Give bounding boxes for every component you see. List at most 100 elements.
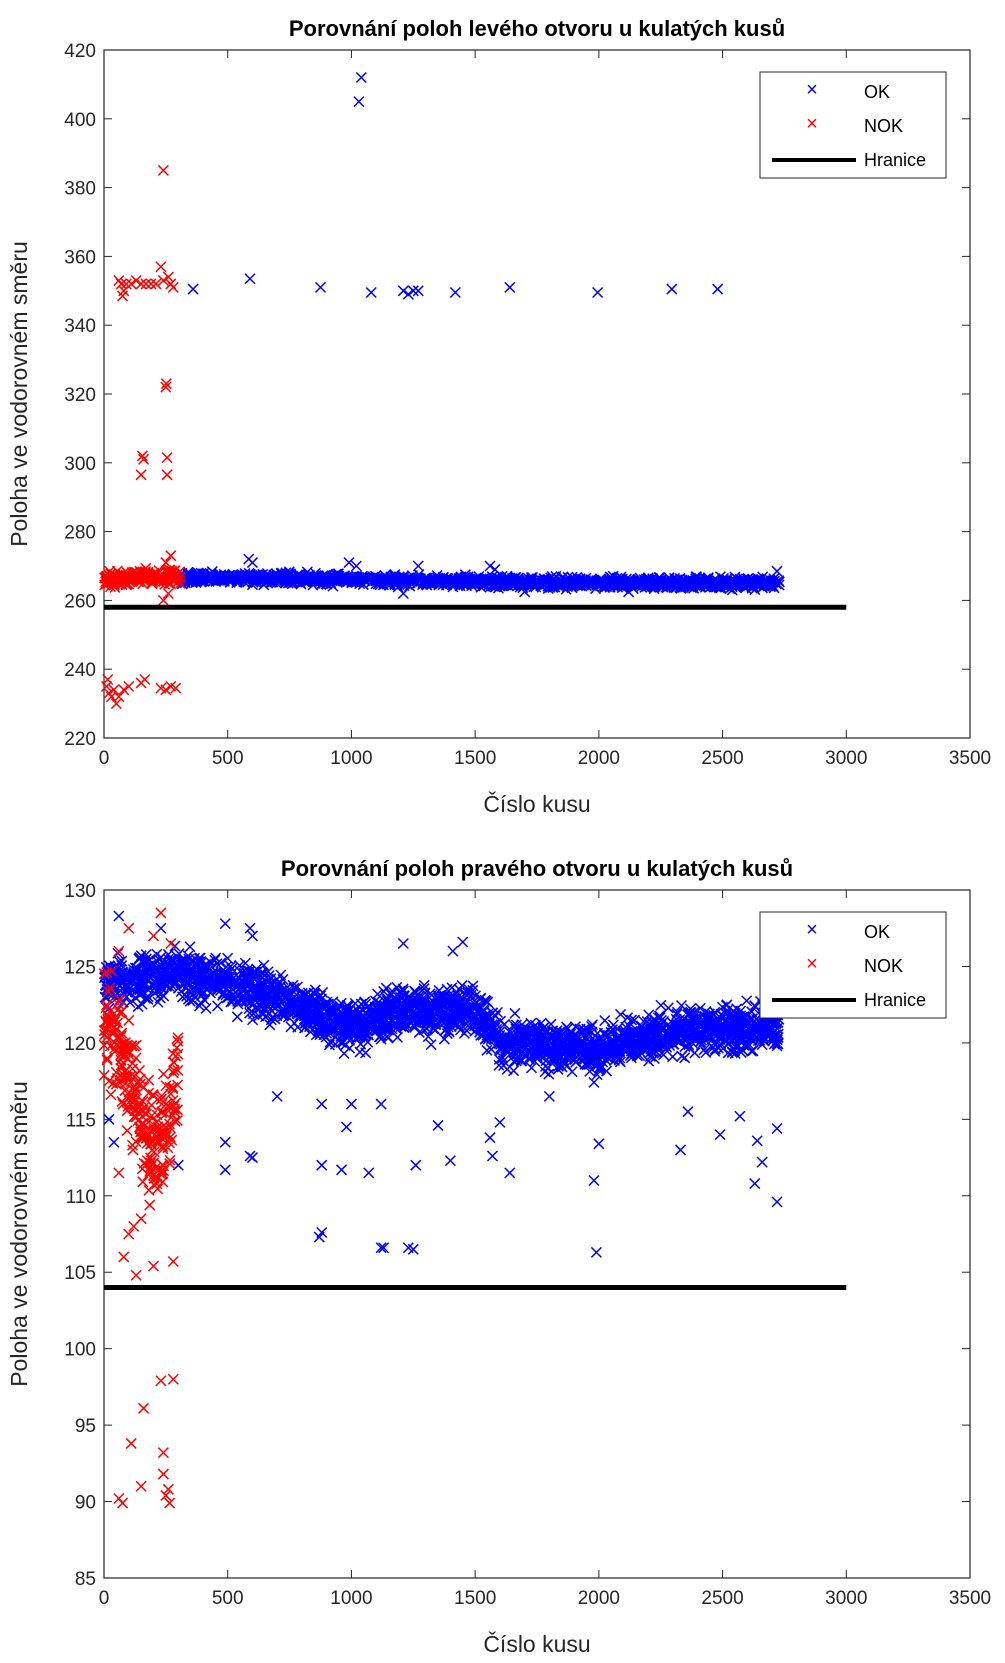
y-tick-label: 130 — [64, 881, 96, 902]
marker-ok — [221, 992, 233, 1004]
marker-nok — [167, 1067, 179, 1079]
marker-ok — [615, 1008, 627, 1020]
marker-ok — [375, 1242, 387, 1254]
marker-nok — [115, 1062, 127, 1074]
legend-marker-ok: × — [806, 919, 818, 941]
marker-ok — [546, 580, 559, 592]
marker-nok — [151, 1172, 163, 1184]
marker-ok — [246, 557, 258, 569]
marker-ok — [747, 1045, 759, 1057]
marker-ok — [716, 1001, 728, 1013]
marker-ok — [121, 991, 133, 1003]
marker-ok — [648, 1052, 660, 1065]
y-tick-label: 240 — [64, 660, 96, 681]
marker-ok — [535, 1033, 547, 1046]
marker-ok — [440, 1023, 452, 1036]
marker-ok — [419, 1007, 431, 1019]
marker-nok — [165, 937, 177, 950]
marker-nok — [125, 1437, 137, 1449]
marker-nok — [112, 1003, 124, 1016]
marker-ok — [388, 572, 400, 584]
marker-ok — [390, 1003, 402, 1015]
marker-ok — [176, 978, 188, 990]
marker-ok — [286, 571, 298, 583]
marker-ok — [340, 1008, 352, 1020]
x-tick-label: 1000 — [330, 1588, 372, 1609]
marker-ok — [719, 577, 731, 589]
marker-ok — [745, 1045, 758, 1057]
marker-ok — [444, 1155, 456, 1167]
marker-ok — [319, 1000, 331, 1012]
marker-nok — [117, 1050, 129, 1062]
marker-ok — [494, 1116, 506, 1128]
marker-nok — [125, 278, 137, 290]
marker-ok — [425, 1039, 437, 1051]
marker-nok — [135, 278, 147, 290]
marker-ok — [577, 1055, 589, 1067]
marker-nok — [103, 569, 115, 581]
marker-nok — [162, 271, 174, 283]
marker-ok — [359, 1019, 371, 1031]
chart-title: Porovnání poloh levého otvoru u kulatých… — [289, 16, 785, 41]
y-axis-label: Poloha ve vodorovném směru — [6, 1081, 32, 1387]
marker-ok — [515, 1055, 527, 1067]
marker-nok — [152, 1183, 164, 1195]
marker-ok — [421, 576, 433, 588]
marker-nok — [164, 1154, 176, 1166]
marker-ok — [557, 576, 569, 588]
marker-ok — [631, 1029, 644, 1041]
marker-ok — [378, 1242, 390, 1254]
marker-ok — [469, 990, 481, 1002]
marker-ok — [674, 1144, 687, 1156]
marker-ok — [592, 286, 604, 299]
marker-nok — [115, 1074, 127, 1086]
marker-ok — [316, 1226, 328, 1239]
x-tick-label: 0 — [99, 1588, 110, 1609]
marker-ok — [734, 1110, 746, 1122]
marker-ok — [407, 285, 419, 297]
marker-ok — [461, 573, 473, 585]
marker-ok — [671, 1008, 683, 1020]
marker-ok — [632, 575, 644, 587]
marker-ok — [440, 575, 452, 588]
legend-label-nok: NOK — [864, 956, 903, 976]
marker-nok — [157, 594, 169, 606]
marker-ok — [367, 1025, 379, 1037]
marker-nok — [155, 1375, 167, 1387]
marker-ok — [213, 974, 225, 986]
marker-ok — [585, 1041, 597, 1053]
marker-nok — [151, 1109, 163, 1121]
marker-ok — [450, 575, 462, 587]
marker-ok — [402, 288, 414, 300]
marker-ok — [357, 573, 369, 585]
marker-ok — [456, 1013, 468, 1025]
x-tick-label: 2000 — [578, 1588, 620, 1609]
x-tick-label: 1500 — [454, 748, 496, 769]
marker-ok — [424, 997, 436, 1009]
marker-ok — [406, 994, 418, 1006]
y-tick-label: 400 — [64, 110, 96, 131]
legend-label-ok: OK — [864, 922, 890, 942]
marker-ok — [595, 1034, 607, 1046]
marker-ok — [287, 979, 299, 991]
marker-nok — [157, 1143, 169, 1155]
marker-ok — [142, 993, 154, 1005]
chart-left-hole: Porovnání poloh levého otvoru u kulatých… — [6, 16, 991, 817]
marker-nok — [135, 469, 147, 481]
marker-nok — [123, 922, 135, 934]
marker-nok — [160, 378, 172, 390]
marker-ok — [212, 1000, 224, 1012]
marker-ok — [648, 1018, 660, 1030]
marker-nok — [157, 1468, 169, 1480]
marker-ok — [469, 1002, 481, 1014]
marker-ok — [713, 1013, 725, 1025]
marker-nok — [138, 1402, 150, 1414]
marker-ok — [755, 579, 767, 591]
marker-ok — [124, 982, 136, 995]
marker-ok — [397, 937, 409, 950]
marker-ok — [445, 1012, 457, 1025]
legend-marker-nok: × — [806, 113, 818, 135]
marker-ok — [497, 1042, 509, 1054]
marker-ok — [162, 953, 174, 965]
marker-ok — [112, 947, 124, 959]
